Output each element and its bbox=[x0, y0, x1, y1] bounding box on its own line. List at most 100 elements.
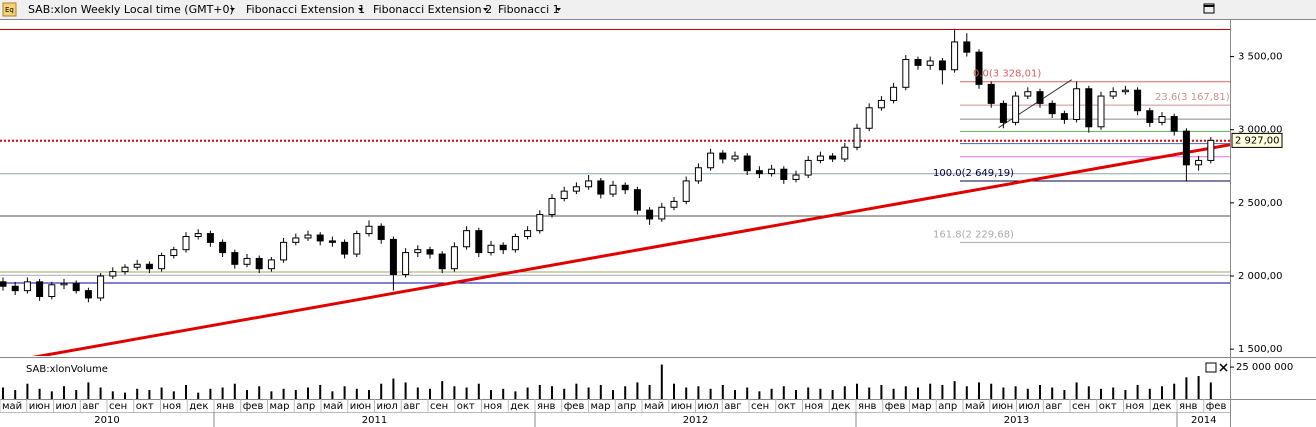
candle-body bbox=[1134, 89, 1142, 112]
month-label: сен bbox=[751, 401, 769, 412]
month-label: ноя bbox=[1126, 401, 1145, 412]
candle-body bbox=[1146, 110, 1154, 123]
month-label: мар bbox=[912, 401, 932, 412]
month-label: янв bbox=[858, 401, 877, 412]
candle-body bbox=[377, 225, 385, 240]
last-price-label: 2 927,00 bbox=[1235, 135, 1280, 146]
indicator[interactable]: Fibonacci 1 bbox=[498, 3, 560, 16]
candle-body bbox=[841, 146, 849, 160]
candle-body bbox=[524, 230, 532, 238]
trend-line bbox=[31, 143, 1230, 356]
candle-body bbox=[1121, 89, 1129, 93]
month-label: апр bbox=[617, 401, 636, 412]
candle-body bbox=[548, 197, 556, 216]
chart-title[interactable]: SAB:xlon Weekly Local time (GMT+0) bbox=[28, 3, 234, 16]
candle-body bbox=[145, 263, 153, 270]
fib-label: 161.8(2 229,68) bbox=[933, 229, 1014, 240]
candle-body bbox=[206, 233, 214, 243]
candle-body bbox=[914, 58, 922, 66]
candle-body bbox=[890, 86, 898, 101]
candle-body bbox=[780, 168, 788, 180]
month-label: ноя bbox=[484, 401, 503, 412]
candle-body bbox=[1024, 91, 1032, 97]
candle-body bbox=[231, 252, 239, 265]
close-button[interactable] bbox=[1219, 363, 1228, 372]
candle-body bbox=[36, 281, 44, 297]
month-label: июн bbox=[350, 401, 371, 412]
candle-body bbox=[951, 41, 959, 71]
candle-body bbox=[963, 41, 971, 53]
month-label: июл bbox=[56, 401, 77, 412]
candle-body bbox=[170, 249, 178, 257]
candle-body bbox=[97, 275, 105, 299]
candle-body bbox=[341, 241, 349, 255]
month-label: сен bbox=[430, 401, 448, 412]
candle-body bbox=[1073, 88, 1081, 120]
month-label: июн bbox=[29, 401, 50, 412]
candle-body bbox=[804, 159, 812, 176]
candle-body bbox=[1207, 139, 1215, 161]
month-label: окт bbox=[457, 401, 475, 412]
panel-button[interactable] bbox=[1205, 362, 1217, 373]
candle-body bbox=[511, 236, 519, 251]
month-label: сен bbox=[109, 401, 127, 412]
month-label: янв bbox=[216, 401, 235, 412]
month-label: окт bbox=[778, 401, 796, 412]
month-label: фев bbox=[1206, 401, 1227, 412]
candle-body bbox=[999, 102, 1007, 123]
candle-body bbox=[23, 281, 31, 292]
toolbar bbox=[0, 0, 1316, 19]
candle-body bbox=[768, 168, 776, 175]
month-label: апр bbox=[938, 401, 957, 412]
candle-body bbox=[255, 257, 263, 270]
candle-body bbox=[316, 234, 324, 242]
candle-body bbox=[1012, 95, 1020, 123]
month-label: авг bbox=[724, 401, 741, 412]
candle-body bbox=[585, 180, 593, 188]
candle-body bbox=[499, 244, 507, 251]
year-label: 2013 bbox=[1004, 415, 1029, 426]
candle-body bbox=[0, 281, 7, 287]
candle-body bbox=[926, 60, 934, 66]
candle-body bbox=[633, 189, 641, 211]
candle-body bbox=[829, 155, 837, 160]
maximize-button[interactable] bbox=[1203, 3, 1215, 14]
month-label: май bbox=[644, 401, 664, 412]
candle-body bbox=[1182, 130, 1190, 166]
candle-body bbox=[402, 252, 410, 276]
indicator[interactable]: Fibonacci Extension 2 bbox=[373, 3, 492, 16]
month-label: май bbox=[965, 401, 985, 412]
candle-body bbox=[694, 167, 702, 182]
candle-body bbox=[755, 170, 763, 175]
candle-body bbox=[682, 180, 690, 202]
fib-label: 23.6(3 167,81) bbox=[1155, 92, 1230, 103]
month-label: июл bbox=[377, 401, 398, 412]
candle-body bbox=[877, 99, 885, 109]
candle-body bbox=[731, 155, 739, 160]
candle-body bbox=[328, 240, 336, 243]
candle-body bbox=[84, 290, 92, 299]
candle-body bbox=[975, 51, 983, 85]
candle-body bbox=[243, 257, 251, 265]
candle-body bbox=[865, 107, 873, 129]
candle-body bbox=[853, 127, 861, 148]
last-price-box bbox=[1231, 132, 1283, 148]
month-label: дек bbox=[831, 401, 850, 412]
y-tick-label: 25 000 000 bbox=[1236, 362, 1293, 373]
month-label: мар bbox=[591, 401, 611, 412]
indicator[interactable]: Fibonacci Extension 1 bbox=[246, 3, 365, 16]
candle-body bbox=[1085, 88, 1093, 128]
candle-body bbox=[987, 83, 995, 104]
candle-body bbox=[536, 214, 544, 232]
symbol-icon[interactable] bbox=[2, 2, 17, 17]
fib-label: 100.0(2 649,19) bbox=[933, 168, 1014, 179]
month-label: сен bbox=[1072, 401, 1090, 412]
year-label: 2011 bbox=[362, 415, 387, 426]
candle-body bbox=[1170, 116, 1178, 132]
candle-body bbox=[938, 60, 946, 71]
candle-body bbox=[133, 263, 141, 268]
candle-body bbox=[353, 233, 361, 255]
month-label: авг bbox=[1045, 401, 1062, 412]
month-label: июл bbox=[698, 401, 719, 412]
candle-body bbox=[597, 180, 605, 195]
